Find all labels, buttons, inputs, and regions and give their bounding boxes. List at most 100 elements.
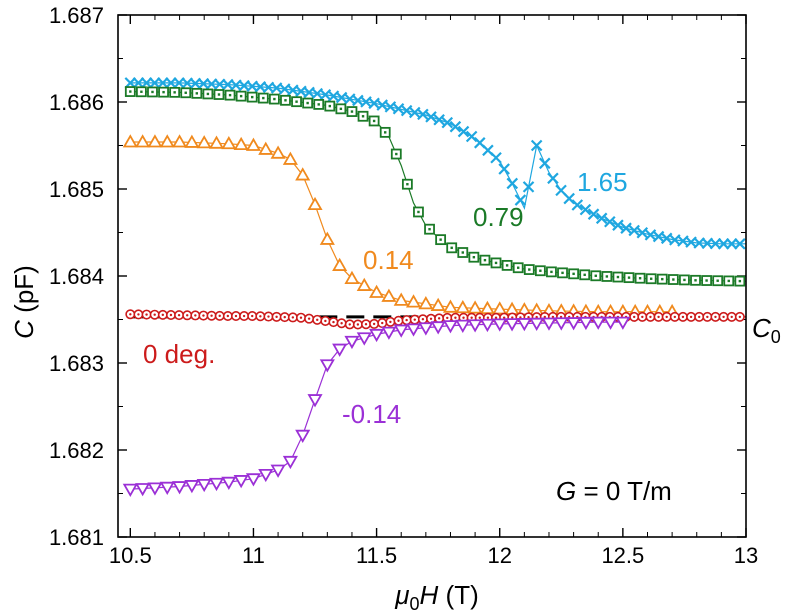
marker-circle-dot	[186, 314, 189, 317]
marker-circle-dot	[324, 319, 327, 323]
marker-circle-dot	[527, 316, 530, 319]
marker-circle-dot	[454, 316, 457, 319]
marker-circle-dot	[234, 314, 238, 318]
marker-circle-dot	[275, 315, 278, 319]
marker-x	[579, 203, 592, 216]
marker-triangle-down	[492, 318, 508, 332]
marker-circle-dot	[462, 316, 465, 319]
marker-circle-dot	[730, 315, 733, 319]
marker-triangle-down	[159, 481, 175, 496]
y-tick-label: 1.682	[49, 438, 104, 463]
marker-square-dot	[328, 104, 331, 108]
marker-triangle-up	[270, 145, 286, 159]
marker-x	[498, 163, 510, 175]
marker-triangle-down	[467, 319, 483, 333]
marker-triangle-up	[258, 141, 274, 155]
marker-circle-dot	[226, 314, 230, 318]
marker-x	[457, 125, 470, 138]
series-label-0-deg: 0 deg.	[143, 339, 215, 369]
marker-triangle-up	[196, 135, 212, 149]
marker-circle-dot	[738, 315, 742, 319]
marker-triangle-down	[553, 317, 569, 331]
marker-triangle-up	[221, 135, 237, 150]
gradient-symbol: G	[556, 476, 576, 506]
marker-square-dot	[217, 93, 221, 96]
marker-square-dot	[361, 115, 365, 118]
marker-square-dot	[184, 91, 187, 94]
marker-square-dot	[572, 272, 575, 276]
marker-circle-dot	[397, 319, 400, 322]
marker-triangle-down	[233, 475, 249, 489]
marker-square-dot	[317, 103, 320, 106]
marker-square-dot	[273, 97, 276, 101]
marker-x	[441, 116, 454, 129]
marker-square-dot	[649, 277, 653, 280]
marker-circle-dot	[332, 320, 335, 324]
y-tick-label: 1.683	[49, 351, 104, 376]
marker-square-dot	[616, 275, 620, 279]
marker-circle-dot	[153, 313, 156, 316]
marker-x	[620, 222, 632, 234]
marker-x	[604, 215, 616, 228]
marker-x	[514, 194, 527, 206]
marker-triangle-up	[122, 134, 138, 148]
marker-circle-dot	[665, 315, 668, 319]
marker-triangle-down	[479, 318, 495, 333]
marker-square-dot	[483, 258, 487, 262]
marker-circle-dot	[632, 315, 636, 319]
marker-triangle-down	[590, 316, 606, 330]
series-line	[130, 82, 746, 245]
marker-square-dot	[239, 94, 243, 98]
series-1.65	[124, 77, 746, 250]
marker-triangle-up	[405, 294, 422, 308]
series-0.14	[122, 134, 680, 318]
marker-triangle-up	[369, 284, 385, 298]
marker-square-dot	[694, 279, 697, 282]
marker-square-dot	[716, 279, 719, 282]
marker-triangle-down	[455, 319, 471, 333]
x-axis-mu: μ	[394, 580, 409, 610]
marker-triangle-down	[172, 481, 188, 495]
marker-x	[734, 238, 746, 250]
marker-triangle-up	[344, 270, 360, 285]
c0-symbol: C	[752, 313, 771, 343]
marker-triangle-up	[208, 135, 225, 149]
marker-x	[612, 219, 624, 231]
marker-circle-dot	[381, 321, 384, 325]
marker-circle-dot	[437, 317, 441, 320]
marker-triangle-up	[147, 134, 163, 148]
marker-square-dot	[228, 93, 232, 97]
marker-x	[465, 130, 478, 143]
field-gradient-annotation: G = 0 T/m	[556, 476, 672, 506]
marker-x	[449, 120, 462, 133]
marker-triangle-down	[356, 332, 372, 346]
marker-circle-dot	[681, 315, 685, 319]
marker-circle-dot	[405, 318, 408, 322]
marker-circle-dot	[145, 313, 148, 316]
marker-circle-dot	[340, 322, 343, 325]
marker-square-dot	[594, 274, 597, 277]
labels-layer: 10.5 11 11.5 12 12.5 13 1.681 1.682 1.683 1.684 1.…	[49, 3, 758, 568]
marker-circle-dot	[413, 318, 416, 321]
x-axis-unit: (T)	[438, 580, 478, 610]
series-0.79	[124, 86, 747, 287]
marker-triangle-up	[172, 134, 188, 148]
marker-square-dot	[151, 90, 154, 94]
marker-square-dot	[461, 251, 464, 254]
marker-x	[636, 227, 649, 239]
marker-triangle-down	[245, 473, 262, 487]
marker-square-dot	[417, 210, 420, 214]
marker-x	[530, 139, 543, 152]
marker-square-dot	[661, 277, 664, 281]
marker-square-dot	[627, 276, 631, 279]
marker-triangle-down	[566, 317, 582, 331]
marker-triangle-down	[196, 478, 212, 493]
marker-triangle-down	[369, 328, 385, 343]
marker-triangle-down	[208, 477, 225, 492]
marker-circle-dot	[641, 315, 644, 319]
marker-circle-dot	[429, 317, 433, 320]
marker-square-dot	[339, 107, 343, 111]
marker-circle-dot	[218, 314, 221, 318]
marker-square-dot	[350, 110, 354, 113]
marker-triangle-up	[135, 134, 151, 148]
